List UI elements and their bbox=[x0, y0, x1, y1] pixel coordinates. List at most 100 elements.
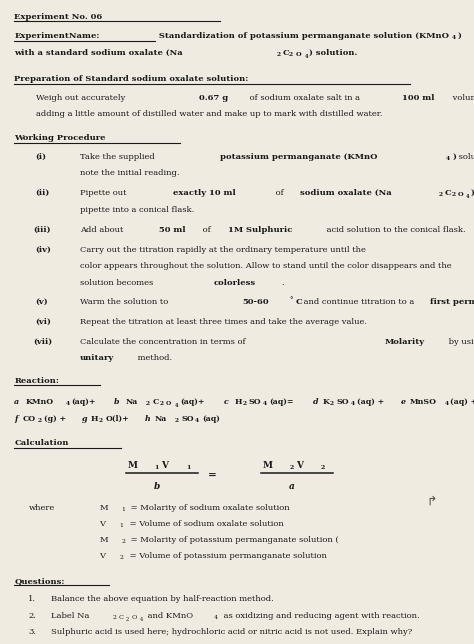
Text: of: of bbox=[273, 189, 286, 197]
Text: =: = bbox=[208, 471, 216, 480]
Text: = Molarity of potassium permanganate solution (: = Molarity of potassium permanganate sol… bbox=[128, 536, 338, 544]
Text: M: M bbox=[100, 504, 108, 512]
Text: and KMnO: and KMnO bbox=[145, 612, 193, 620]
Text: 2: 2 bbox=[330, 401, 334, 406]
Text: 50 ml: 50 ml bbox=[159, 226, 185, 234]
Text: 2: 2 bbox=[242, 401, 246, 406]
Text: KMnO: KMnO bbox=[26, 398, 54, 406]
Text: 2: 2 bbox=[99, 419, 102, 423]
Text: as oxidizing and reducing agent with reaction.: as oxidizing and reducing agent with rea… bbox=[221, 612, 419, 620]
Text: a: a bbox=[14, 398, 19, 406]
Text: exactly 10 ml: exactly 10 ml bbox=[173, 189, 235, 197]
Text: pipette into a conical flask.: pipette into a conical flask. bbox=[80, 205, 194, 214]
Text: h: h bbox=[145, 415, 150, 423]
Text: f: f bbox=[14, 415, 18, 423]
Text: by using both: by using both bbox=[446, 337, 474, 346]
Text: Calculation: Calculation bbox=[14, 439, 69, 448]
Text: color appears throughout the solution. Allow to stand until the color disappears: color appears throughout the solution. A… bbox=[80, 262, 451, 270]
Text: 2.: 2. bbox=[28, 612, 36, 620]
Text: of: of bbox=[200, 226, 213, 234]
Text: C: C bbox=[295, 298, 302, 307]
Text: C: C bbox=[445, 189, 452, 197]
Text: SO: SO bbox=[181, 415, 194, 423]
Text: Preparation of Standard sodium oxalate solution:: Preparation of Standard sodium oxalate s… bbox=[14, 75, 248, 83]
Text: 2: 2 bbox=[126, 617, 129, 622]
Text: (ii): (ii) bbox=[36, 189, 50, 197]
Text: 1: 1 bbox=[119, 523, 123, 528]
Text: Sulphuric acid is used here; hydrochloric acid or nitric acid is not used. Expla: Sulphuric acid is used here; hydrochlori… bbox=[51, 628, 412, 636]
Text: 4: 4 bbox=[304, 53, 308, 59]
Text: 4: 4 bbox=[446, 156, 450, 161]
Text: 1: 1 bbox=[121, 507, 125, 512]
Text: where: where bbox=[28, 504, 55, 512]
Text: (aq) +: (aq) + bbox=[450, 398, 474, 406]
Text: colorless: colorless bbox=[213, 278, 255, 287]
Text: (vi): (vi) bbox=[36, 318, 51, 326]
Text: Carry out the titration rapidly at the ordinary temperature until the: Carry out the titration rapidly at the o… bbox=[80, 245, 368, 254]
Text: 4: 4 bbox=[445, 401, 449, 406]
Text: Questions:: Questions: bbox=[14, 577, 65, 585]
Text: C: C bbox=[119, 615, 124, 620]
Text: 2: 2 bbox=[119, 554, 123, 560]
Text: 2: 2 bbox=[121, 539, 125, 544]
Text: = Molarity of sodium oxalate solution: = Molarity of sodium oxalate solution bbox=[128, 504, 290, 512]
Text: potassium permanganate (KMnO: potassium permanganate (KMnO bbox=[220, 153, 377, 160]
Text: .: . bbox=[281, 278, 284, 287]
Text: 4: 4 bbox=[174, 403, 178, 408]
Text: Experiment No. 06: Experiment No. 06 bbox=[14, 13, 102, 21]
Text: (g) +: (g) + bbox=[44, 415, 66, 423]
Text: 4: 4 bbox=[466, 194, 469, 199]
Text: CO: CO bbox=[23, 415, 36, 423]
Text: H: H bbox=[91, 415, 99, 423]
Text: b: b bbox=[114, 398, 119, 406]
Text: 50-60: 50-60 bbox=[243, 298, 269, 307]
Text: ) solution.: ) solution. bbox=[309, 49, 357, 57]
Text: SO: SO bbox=[249, 398, 262, 406]
Text: Warm the solution to: Warm the solution to bbox=[80, 298, 171, 307]
Text: with a standard sodium oxalate (Na: with a standard sodium oxalate (Na bbox=[14, 49, 183, 57]
Text: 2: 2 bbox=[451, 193, 456, 198]
Text: 1.: 1. bbox=[28, 595, 36, 603]
Text: ExperimentName:: ExperimentName: bbox=[14, 32, 100, 40]
Text: solution into the burette and: solution into the burette and bbox=[456, 153, 474, 160]
Text: (aq)+: (aq)+ bbox=[180, 398, 205, 406]
Text: Label Na: Label Na bbox=[51, 612, 90, 620]
Text: V: V bbox=[100, 520, 106, 528]
Text: 4: 4 bbox=[452, 35, 456, 41]
Text: 4: 4 bbox=[214, 615, 219, 620]
Text: Standardization of potassium permanganate solution (KMnO: Standardization of potassium permanganat… bbox=[156, 32, 449, 40]
Text: Take the supplied: Take the supplied bbox=[80, 153, 157, 160]
Text: ↱: ↱ bbox=[427, 495, 437, 507]
Text: (aq): (aq) bbox=[202, 415, 220, 423]
Text: O: O bbox=[458, 193, 464, 198]
Text: 4: 4 bbox=[351, 401, 355, 406]
Text: and continue titration to a: and continue titration to a bbox=[301, 298, 417, 307]
Text: 4: 4 bbox=[140, 617, 143, 622]
Text: 3.: 3. bbox=[28, 628, 36, 636]
Text: 1M Sulphuric: 1M Sulphuric bbox=[228, 226, 292, 234]
Text: 0.67 g: 0.67 g bbox=[199, 93, 228, 102]
Text: O: O bbox=[166, 401, 171, 406]
Text: 4: 4 bbox=[195, 419, 200, 423]
Text: Add about: Add about bbox=[80, 226, 126, 234]
Text: V: V bbox=[100, 551, 106, 560]
Text: (iii): (iii) bbox=[33, 226, 51, 234]
Text: °: ° bbox=[289, 296, 292, 305]
Text: 2: 2 bbox=[276, 52, 281, 57]
Text: Weigh out accurately: Weigh out accurately bbox=[36, 93, 128, 102]
Text: first permanent pink: first permanent pink bbox=[430, 298, 474, 307]
Text: 2: 2 bbox=[321, 466, 325, 470]
Text: (aq)+: (aq)+ bbox=[72, 398, 96, 406]
Text: ): ) bbox=[452, 153, 456, 160]
Text: Balance the above equation by half-reaction method.: Balance the above equation by half-react… bbox=[51, 595, 274, 603]
Text: (i): (i) bbox=[36, 153, 46, 160]
Text: (iv): (iv) bbox=[36, 245, 51, 254]
Text: 2: 2 bbox=[159, 401, 163, 406]
Text: c: c bbox=[224, 398, 229, 406]
Text: O: O bbox=[132, 615, 137, 620]
Text: M: M bbox=[128, 462, 138, 471]
Text: unitary: unitary bbox=[80, 354, 114, 362]
Text: 2: 2 bbox=[174, 419, 178, 423]
Text: 2: 2 bbox=[113, 615, 117, 620]
Text: adding a little amount of distilled water and make up to mark with distilled wat: adding a little amount of distilled wate… bbox=[36, 110, 382, 118]
